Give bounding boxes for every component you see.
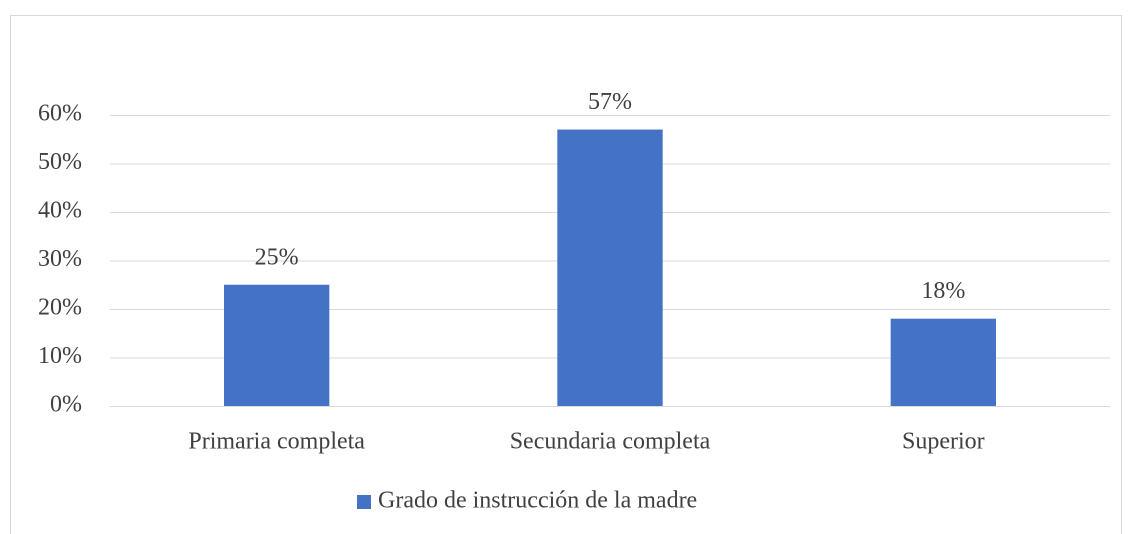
legend-label: Grado de instrucción de la madre <box>378 488 697 514</box>
y-tick-label: 40% <box>38 198 82 224</box>
y-tick-label: 60% <box>38 101 82 127</box>
x-tick-label: Secundaria completa <box>510 429 711 455</box>
data-label: 57% <box>588 89 632 115</box>
chart-frame <box>10 15 1122 534</box>
legend-swatch <box>357 495 371 509</box>
data-label: 25% <box>255 244 299 270</box>
y-tick-label: 50% <box>38 149 82 175</box>
x-tick-label: Primaria completa <box>188 429 365 455</box>
y-tick-label: 20% <box>38 295 82 321</box>
y-tick-label: 10% <box>38 343 82 369</box>
data-label: 18% <box>921 278 965 304</box>
y-tick-label: 30% <box>38 246 82 272</box>
bar <box>890 318 996 406</box>
bar <box>557 129 663 407</box>
bar <box>224 284 330 406</box>
y-tick-label: 0% <box>50 392 82 418</box>
x-tick-label: Superior <box>902 429 985 455</box>
